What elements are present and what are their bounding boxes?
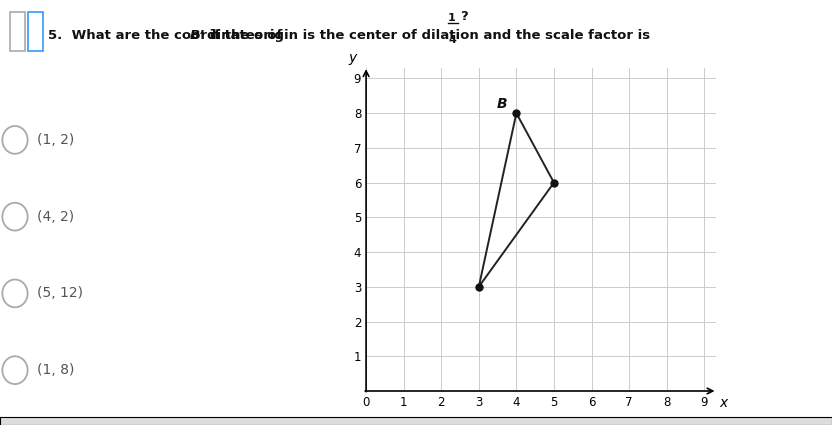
Text: if the origin is the center of dilation and the scale factor is: if the origin is the center of dilation … [205, 28, 655, 42]
Text: x: x [720, 396, 727, 410]
Text: (5, 12): (5, 12) [37, 286, 82, 300]
Text: (1, 8): (1, 8) [37, 363, 74, 377]
Text: 5.: 5. [48, 28, 62, 42]
Text: 4: 4 [448, 34, 456, 45]
Text: What are the coordinates of: What are the coordinates of [67, 28, 286, 42]
Text: 1: 1 [448, 13, 455, 23]
Text: (1, 2): (1, 2) [37, 133, 74, 147]
Text: (4, 2): (4, 2) [37, 210, 74, 224]
Text: y: y [349, 51, 357, 65]
Text: B: B [497, 97, 507, 111]
Text: ?: ? [460, 10, 468, 23]
Text: B’: B’ [190, 28, 205, 42]
